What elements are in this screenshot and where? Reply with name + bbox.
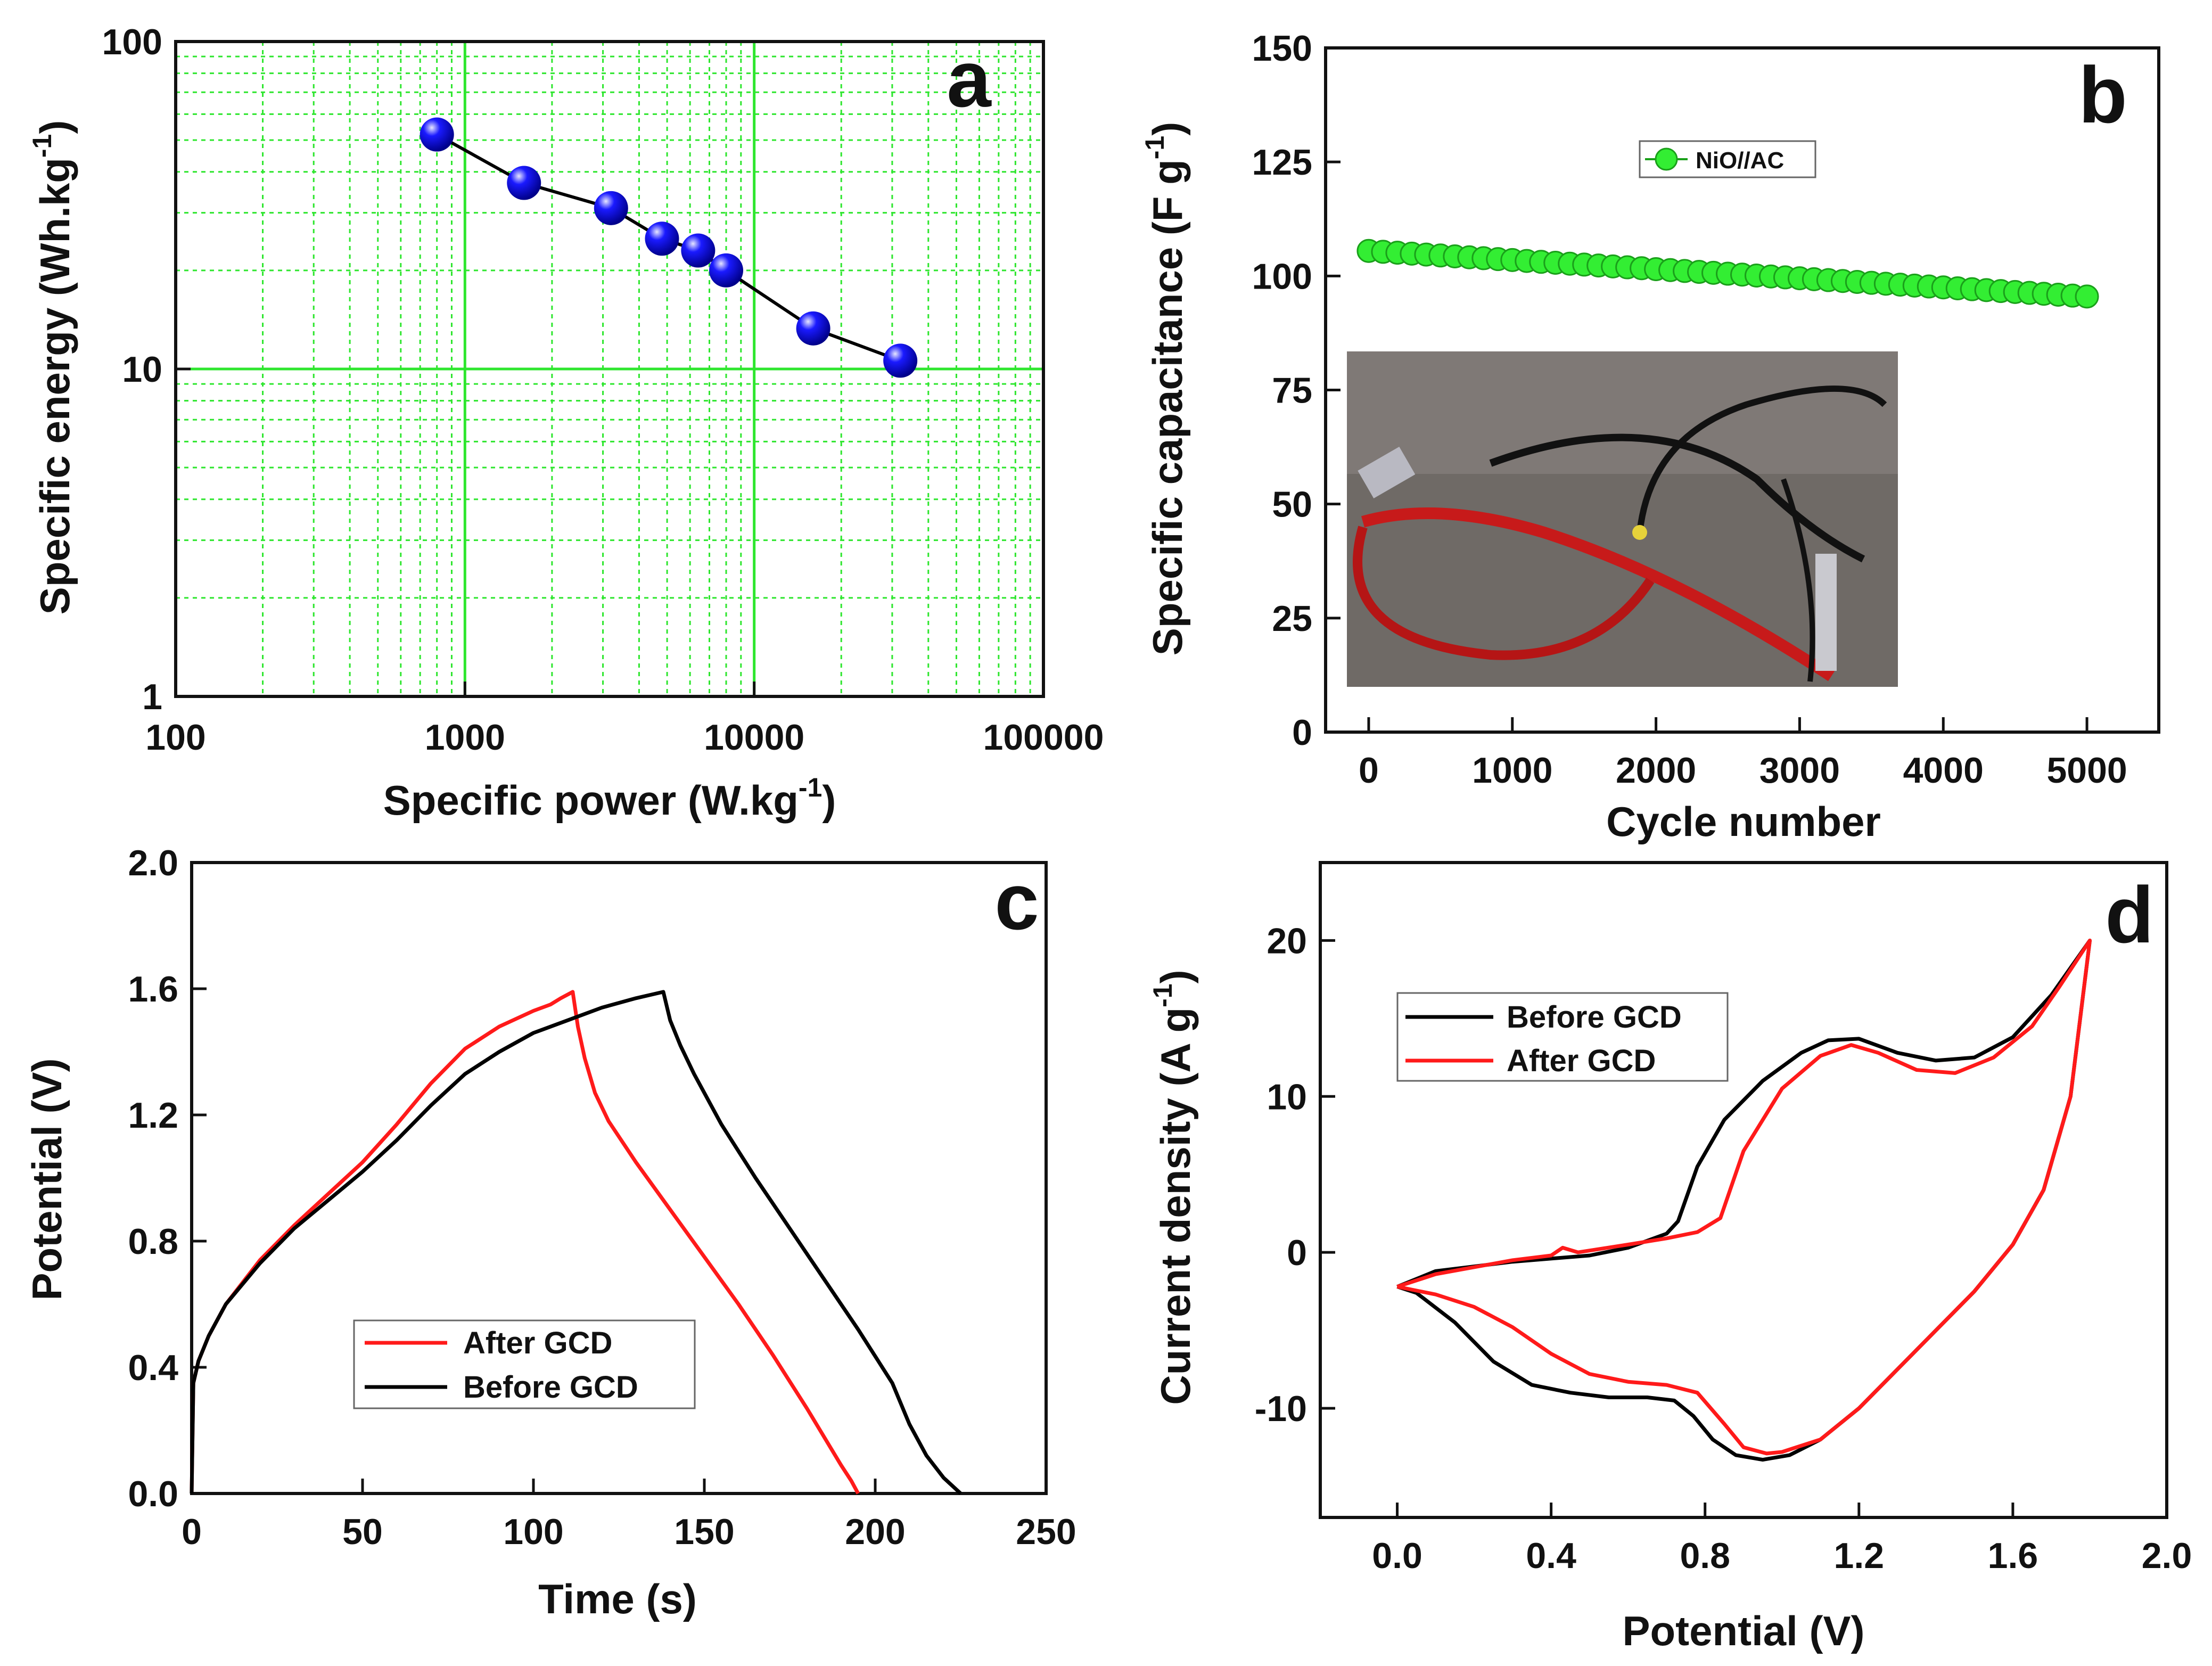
d-y-axis-label: Current density (A g-1)	[1148, 970, 1199, 1405]
a-data-point	[681, 233, 716, 268]
b-x-tick-label: 2000	[1616, 750, 1696, 791]
d-series-loop-after-gcd	[1396, 938, 2092, 1456]
b-x-tick-label: 4000	[1903, 750, 1984, 791]
c-ticks: 0 50 100 150 200 250 0.0 0.4 0.8 1.2 1.6 2.0	[128, 843, 1076, 1552]
b-x-tick-label: 5000	[2046, 750, 2127, 791]
panel-a: 100 1000 10000 100000 1 10 100 a Specific powe…	[27, 22, 1104, 824]
b-y-tick-label: 75	[1272, 371, 1312, 411]
d-y-tick-label: -10	[1255, 1389, 1307, 1429]
b-y-tick-label: 0	[1292, 712, 1312, 753]
b-legend-label: NiO//AC	[1696, 147, 1784, 174]
b-y-axis-label: Specific capacitance (F g-1)	[1140, 122, 1191, 655]
c-x-tick-label: 200	[845, 1512, 905, 1552]
b-x-tick-label: 1000	[1472, 750, 1552, 791]
a-data-point	[420, 117, 454, 152]
c-x-tick-label: 150	[674, 1512, 734, 1552]
c-y-tick-label: 2.0	[128, 843, 178, 883]
d-legend: Before GCD After GCD	[1396, 992, 1729, 1082]
d-x-tick-label: 0.4	[1526, 1536, 1576, 1576]
a-y-tick-label: 1	[142, 677, 162, 717]
c-y-tick-label: 1.6	[128, 969, 178, 1010]
b-x-axis-label: Cycle number	[1606, 798, 1881, 845]
b-legend-marker	[1655, 147, 1678, 171]
b-x-tick-label: 0	[1359, 750, 1379, 791]
a-x-tick-label: 1000	[425, 717, 505, 758]
a-x-axis-label: Specific power (W.kg-1)	[383, 773, 836, 824]
panel-d: 0.0 0.4 0.8 1.2 1.6 2.0 -10 0 10 20 Before GCD Af…	[1148, 861, 2192, 1654]
c-legend: After GCD Before GCD	[353, 1319, 696, 1409]
b-data-marks	[1356, 239, 2099, 309]
d-x-tick-label: 2.0	[2142, 1536, 2192, 1576]
b-y-tick-label: 100	[1252, 256, 1312, 297]
d-legend-label-before: Before GCD	[1507, 1000, 1682, 1035]
a-data-point	[796, 311, 830, 346]
c-legend-label-before: Before GCD	[463, 1370, 638, 1405]
c-x-axis-label: Time (s)	[538, 1575, 697, 1622]
d-data-marks	[1396, 938, 2092, 1462]
a-data-marks	[420, 117, 918, 378]
c-series-line-after-gcd	[190, 990, 860, 1495]
a-y-tick-label: 100	[102, 22, 162, 62]
a-panel-label: a	[947, 34, 992, 124]
c-x-tick-label: 0	[182, 1512, 202, 1552]
b-y-tick-label: 125	[1252, 142, 1312, 183]
a-y-tick-label: 10	[122, 349, 162, 390]
d-x-tick-label: 0.8	[1680, 1536, 1730, 1576]
d-plot-frame	[1319, 861, 2168, 1519]
c-y-tick-label: 1.2	[128, 1095, 178, 1136]
c-x-tick-label: 50	[342, 1512, 383, 1552]
c-legend-label-after: After GCD	[463, 1326, 612, 1360]
a-y-axis-label: Specific energy (Wh.kg-1)	[27, 120, 78, 615]
c-y-tick-label: 0.0	[128, 1474, 178, 1514]
d-y-tick-label: 0	[1287, 1233, 1307, 1273]
d-x-tick-label: 1.6	[1988, 1536, 2038, 1576]
d-x-axis-label: Potential (V)	[1622, 1607, 1864, 1654]
b-y-tick-label: 25	[1272, 598, 1312, 639]
c-x-tick-label: 250	[1016, 1512, 1076, 1552]
a-x-tick-label: 100	[145, 717, 205, 758]
a-data-point	[709, 253, 744, 288]
panel-b: 0 1000 2000 3000 4000 5000 0 25 50 75 100 125 150 Ni…	[1140, 28, 2160, 845]
d-y-tick-label: 20	[1267, 921, 1307, 961]
b-y-tick-label: 50	[1272, 485, 1312, 525]
b-panel-label: b	[2078, 50, 2127, 139]
d-panel-label: d	[2105, 870, 2154, 959]
c-y-tick-label: 0.8	[128, 1221, 178, 1262]
b-legend: NiO//AC	[1639, 140, 1816, 178]
a-data-point	[645, 221, 679, 256]
a-gridlines	[174, 42, 1043, 698]
a-data-point	[594, 191, 628, 225]
d-x-tick-label: 0.0	[1372, 1536, 1422, 1576]
panel-c: 0 50 100 150 200 250 0.0 0.4 0.8 1.2 1.6 2.0 After …	[23, 843, 1076, 1622]
d-x-tick-label: 1.2	[1834, 1536, 1885, 1576]
d-y-tick-label: 10	[1267, 1077, 1307, 1117]
c-y-axis-label: Potential (V)	[23, 1058, 70, 1300]
a-x-tick-label: 100000	[983, 717, 1104, 758]
a-ticks: 100 1000 10000 100000 1 10 100	[102, 22, 1104, 758]
c-panel-label: c	[994, 857, 1039, 946]
c-series-line-before-gcd	[190, 990, 962, 1495]
b-y-tick-label: 150	[1252, 28, 1312, 69]
c-y-tick-label: 0.4	[128, 1348, 178, 1388]
a-data-point	[507, 166, 541, 200]
c-data-marks	[190, 990, 962, 1495]
d-ticks: 0.0 0.4 0.8 1.2 1.6 2.0 -10 0 10 20	[1255, 921, 2192, 1576]
b-data-point	[2075, 284, 2099, 309]
c-plot-frame	[190, 861, 1048, 1495]
b-x-tick-label: 3000	[1759, 750, 1840, 791]
a-x-tick-label: 10000	[704, 717, 804, 758]
b-ticks: 0 1000 2000 3000 4000 5000 0 25 50 75 100 125 150	[1252, 28, 2127, 791]
a-data-point	[883, 343, 918, 378]
d-legend-label-after: After GCD	[1507, 1044, 1656, 1078]
c-x-tick-label: 100	[503, 1512, 563, 1552]
b-inset-device-photo	[1347, 351, 1898, 687]
